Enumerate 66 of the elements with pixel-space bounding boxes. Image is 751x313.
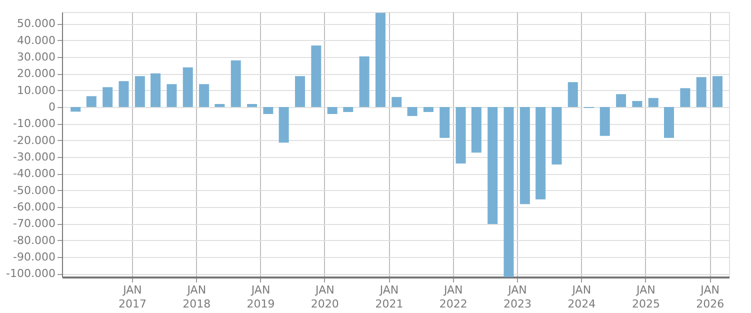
bar [392, 97, 402, 107]
y-tick-label: -70.000 [13, 217, 56, 230]
bar [214, 104, 225, 107]
y-tick-label: 0 [48, 100, 56, 114]
bar [199, 84, 210, 107]
bar [150, 73, 161, 107]
y-tick-label: -30.000 [13, 150, 56, 164]
bar [182, 67, 193, 107]
bar [70, 107, 81, 112]
bar [536, 107, 546, 200]
y-tick-label: -90.000 [13, 250, 56, 264]
bar [600, 107, 610, 136]
bar [488, 107, 498, 224]
bar [440, 107, 450, 138]
bar [696, 77, 706, 107]
bar [278, 107, 289, 143]
bar [423, 107, 434, 112]
bar [664, 107, 674, 138]
bar [327, 107, 338, 114]
y-tick-label: 50.000 [17, 17, 56, 30]
bar [375, 12, 386, 107]
y-tick-label: -60.000 [13, 200, 56, 214]
y-tick-label: 20.000 [17, 67, 56, 80]
bar [247, 104, 258, 107]
y-tick-label: -40.000 [13, 167, 56, 180]
bar [295, 76, 305, 107]
y-tick-label: 30.000 [17, 50, 56, 64]
bar [680, 88, 690, 107]
x-tick-label: JAN 2019 [246, 284, 275, 310]
x-tick-label: JAN 2025 [632, 284, 660, 310]
y-tick-label: -100.000 [6, 267, 56, 280]
bar [552, 107, 562, 164]
bar [343, 107, 354, 112]
bar [263, 107, 274, 114]
bar [456, 107, 466, 164]
y-tick-label: -20.000 [13, 134, 56, 147]
bar [616, 94, 626, 107]
x-tick-label: JAN 2020 [310, 284, 339, 310]
x-tick-label: JAN 2018 [182, 284, 211, 310]
y-tick-label: -80.000 [13, 234, 56, 247]
bar [311, 46, 322, 107]
x-tick-label: JAN 2021 [375, 284, 404, 310]
bar [118, 81, 129, 107]
bar [504, 107, 514, 277]
x-tick-label: JAN 2017 [118, 284, 147, 310]
bar [86, 96, 96, 107]
y-tick-label: 40.000 [17, 34, 56, 47]
bar [166, 84, 177, 107]
bar [102, 87, 113, 107]
bar [632, 101, 642, 107]
bar [471, 107, 482, 153]
bar [712, 76, 722, 107]
x-tick-label: JAN 2022 [439, 284, 468, 310]
bar [568, 82, 578, 107]
y-tick-label: -50.000 [13, 184, 56, 197]
y-tick-label: 10.000 [17, 84, 56, 97]
y-tick-label: -10.000 [13, 117, 56, 130]
bar [648, 98, 658, 107]
x-tick-label: JAN 2026 [696, 284, 724, 310]
bar [407, 107, 418, 116]
bar [230, 60, 241, 107]
bar [134, 76, 145, 107]
bar [359, 56, 370, 107]
x-tick-label: JAN 2024 [568, 284, 596, 310]
x-tick-label: JAN 2023 [504, 284, 532, 310]
bar [520, 107, 530, 204]
